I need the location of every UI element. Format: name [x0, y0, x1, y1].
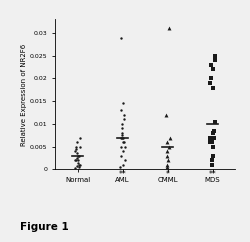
Point — [121, 140, 125, 144]
Point — [123, 158, 127, 162]
Point — [165, 140, 169, 144]
Point — [208, 136, 212, 139]
Point — [164, 113, 168, 117]
Text: **: ** — [119, 170, 126, 179]
Point — [212, 129, 216, 133]
Point — [76, 154, 80, 158]
Point — [78, 136, 82, 139]
Point — [73, 149, 77, 153]
Point — [75, 164, 79, 168]
Point — [213, 58, 217, 62]
Point — [168, 136, 172, 139]
Point — [210, 163, 214, 167]
Point — [166, 158, 170, 162]
Point — [78, 145, 82, 149]
Point — [210, 145, 214, 149]
Point — [212, 136, 216, 139]
Point — [118, 145, 122, 149]
Point — [167, 27, 171, 30]
Text: *: * — [166, 170, 170, 179]
Point — [73, 158, 77, 162]
Point — [210, 158, 214, 162]
Point — [75, 151, 79, 155]
Point — [76, 161, 80, 165]
Point — [123, 145, 127, 149]
Point — [208, 81, 212, 85]
Point — [78, 163, 82, 167]
Point — [120, 136, 124, 139]
Point — [120, 133, 124, 137]
Y-axis label: Relative Expression of NR2F6: Relative Expression of NR2F6 — [21, 43, 27, 145]
Point — [76, 156, 80, 160]
Point — [165, 154, 169, 158]
Point — [165, 165, 169, 169]
Point — [119, 154, 123, 158]
Point — [122, 136, 126, 139]
Point — [209, 63, 213, 67]
Point — [120, 127, 124, 130]
Point — [73, 166, 77, 170]
Point — [167, 145, 171, 149]
Point — [212, 86, 216, 90]
Point — [121, 102, 125, 106]
Point — [121, 163, 125, 167]
Point — [75, 140, 79, 144]
Point — [118, 165, 122, 169]
Point — [122, 117, 126, 121]
Point — [77, 154, 81, 158]
Text: Figure 1: Figure 1 — [20, 222, 69, 232]
Point — [165, 163, 169, 167]
Point — [120, 108, 124, 112]
Point — [74, 145, 78, 149]
Point — [76, 158, 80, 162]
Point — [213, 54, 217, 58]
Point — [74, 147, 78, 151]
Point — [74, 158, 78, 162]
Point — [211, 68, 215, 71]
Point — [120, 131, 124, 135]
Point — [120, 122, 124, 126]
Text: **: ** — [208, 170, 216, 179]
Point — [211, 131, 215, 135]
Point — [210, 76, 214, 80]
Point — [77, 163, 81, 167]
Point — [210, 140, 214, 144]
Point — [122, 140, 126, 144]
Point — [165, 149, 169, 153]
Point — [121, 149, 125, 153]
Point — [119, 36, 123, 39]
Point — [122, 113, 126, 117]
Point — [211, 154, 215, 158]
Point — [119, 136, 123, 139]
Point — [213, 120, 217, 124]
Point — [77, 165, 81, 169]
Point — [208, 140, 212, 144]
